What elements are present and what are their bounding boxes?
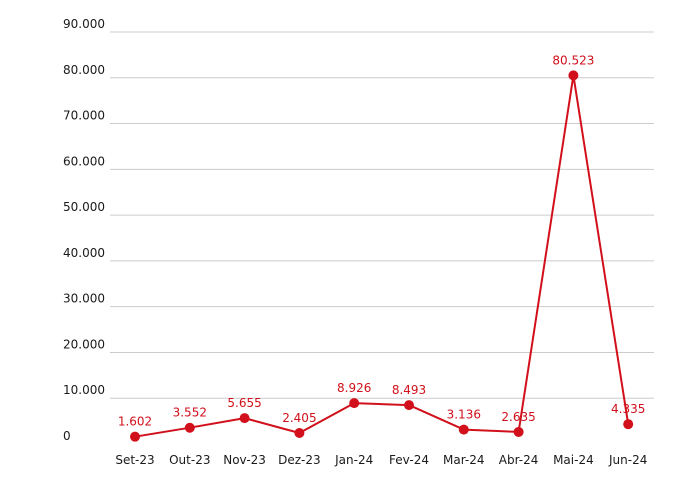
data-label: 8.926 — [337, 381, 371, 395]
data-label: 1.602 — [118, 415, 152, 429]
data-label: 80.523 — [552, 53, 594, 67]
y-axis-tick-labels: 0 10.000 20.000 30.000 40.000 50.000 60.000 70.… — [63, 17, 105, 443]
data-label: 2.405 — [282, 411, 316, 425]
y-tick-label: 70.000 — [63, 109, 105, 123]
gridlines — [110, 31, 654, 399]
y-tick-label: 80.000 — [63, 63, 105, 77]
x-tick-label: Nov-23 — [223, 453, 266, 467]
data-label: 2.635 — [501, 410, 535, 424]
x-tick-label: Fev-24 — [389, 453, 429, 467]
data-point — [130, 431, 140, 442]
y-tick-label: 30.000 — [63, 292, 105, 306]
data-label: 5.655 — [227, 396, 261, 410]
data-label: 3.136 — [447, 408, 481, 422]
data-point — [349, 398, 360, 409]
x-axis-tick-labels: Set-23 Out-23 Nov-23 Dez-23 Jan-24 Fev-24 Mar-… — [115, 453, 647, 467]
y-tick-label: 0 — [63, 429, 71, 443]
x-tick-label: Set-23 — [115, 453, 154, 467]
data-point — [513, 426, 524, 437]
data-label: 4.335 — [611, 402, 645, 416]
data-point — [184, 422, 195, 433]
data-label: 8.493 — [392, 383, 426, 397]
y-tick-label: 50.000 — [63, 200, 105, 214]
x-tick-label: Jan-24 — [334, 453, 373, 467]
x-tick-label: Jun-24 — [608, 453, 647, 467]
data-label: 3.552 — [173, 406, 207, 420]
x-tick-label: Dez-23 — [278, 453, 321, 467]
data-point — [404, 400, 414, 411]
data-point — [568, 70, 579, 81]
data-point — [294, 427, 305, 438]
y-tick-label: 40.000 — [63, 246, 105, 260]
x-tick-label: Mar-24 — [443, 453, 484, 467]
series-line — [134, 74, 630, 438]
y-tick-label: 90.000 — [63, 17, 105, 31]
y-tick-label: 60.000 — [63, 154, 105, 168]
x-tick-label: Abr-24 — [499, 453, 539, 467]
data-point — [239, 413, 250, 424]
data-point — [623, 419, 634, 430]
data-point — [458, 424, 469, 435]
data-labels: 1.602 3.552 5.655 2.405 8.926 8.493 3.136 2.635… — [118, 53, 646, 428]
data-points — [130, 70, 634, 442]
x-tick-label: Mai-24 — [553, 453, 594, 467]
y-tick-label: 10.000 — [63, 383, 105, 397]
y-tick-label: 20.000 — [63, 337, 105, 351]
x-tick-label: Out-23 — [169, 453, 210, 467]
